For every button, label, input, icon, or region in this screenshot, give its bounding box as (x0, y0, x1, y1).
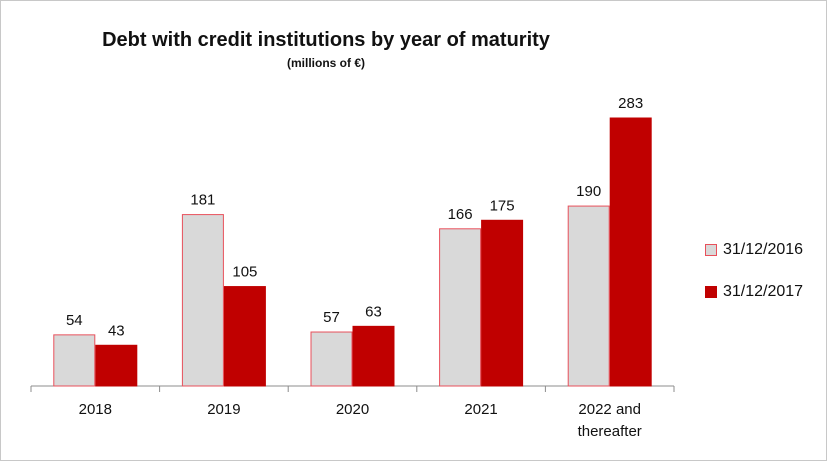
legend-swatch-2016 (705, 244, 717, 256)
x-tick-label: thereafter (578, 423, 642, 440)
x-tick-label: 2019 (207, 401, 240, 418)
chart-subtitle: (millions of €) (287, 56, 365, 70)
data-label: 105 (232, 264, 257, 281)
chart-title: Debt with credit institutions by year of… (102, 29, 550, 51)
bar-31-12-2016-2019 (181, 214, 224, 387)
data-label: 43 (108, 322, 125, 339)
x-tick-label: 2018 (79, 401, 112, 418)
legend-item-2016: 31/12/2016 (705, 241, 803, 259)
data-label: 63 (365, 303, 382, 320)
data-label: 54 (66, 312, 83, 329)
data-label: 181 (190, 192, 215, 209)
bar-31-12-2017-2019 (223, 286, 266, 387)
data-label: 166 (448, 206, 473, 223)
legend-swatch-2017 (705, 286, 717, 298)
legend-label-2016: 31/12/2016 (723, 241, 804, 258)
bar-31-12-2017-2022-and-thereafter (609, 117, 652, 387)
chart-legend: 31/12/2016 31/12/2017 (705, 241, 803, 325)
data-label: 283 (618, 95, 643, 112)
x-tick-label: 2021 (464, 401, 497, 418)
bar-31-12-2016-2018 (53, 334, 96, 387)
data-label: 175 (490, 197, 515, 214)
x-tick-label: 2022 and (578, 401, 641, 418)
x-tick-label: 2020 (336, 401, 369, 418)
data-label: 57 (323, 309, 340, 326)
bar-31-12-2016-2020 (310, 331, 353, 387)
legend-label-2017: 31/12/2017 (723, 283, 804, 300)
bar-31-12-2017-2021 (481, 219, 524, 387)
bar-31-12-2017-2018 (95, 344, 138, 387)
bar-31-12-2016-2021 (439, 228, 482, 387)
legend-item-2017: 31/12/2017 (705, 283, 803, 301)
bar-31-12-2016-2022-and-thereafter (567, 205, 610, 387)
bar-31-12-2017-2020 (352, 325, 395, 387)
data-label: 190 (576, 183, 601, 200)
